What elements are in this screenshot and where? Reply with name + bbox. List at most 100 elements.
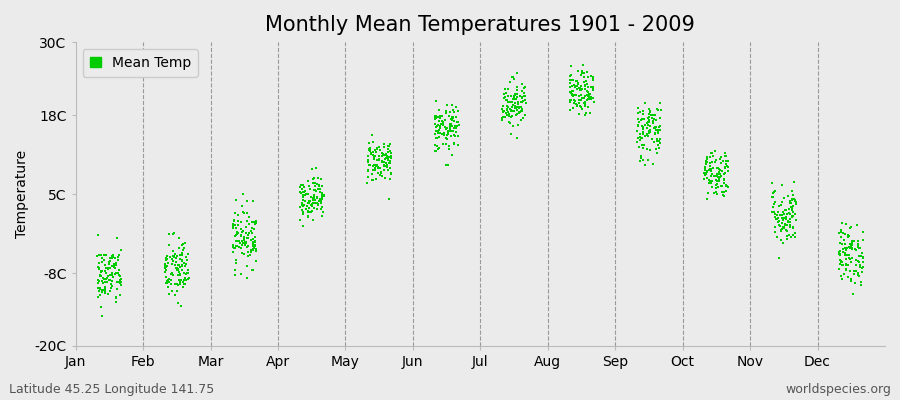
Point — [518, 100, 533, 106]
Point — [450, 123, 464, 129]
Point — [377, 141, 392, 147]
Point — [842, 233, 856, 239]
Point — [505, 99, 519, 106]
Point — [776, 240, 790, 246]
Point — [781, 218, 796, 224]
Point — [518, 85, 532, 91]
Point — [647, 125, 662, 132]
Point — [643, 109, 657, 115]
Point — [495, 103, 509, 109]
Point — [367, 156, 382, 162]
Point — [779, 211, 794, 217]
Point — [429, 122, 444, 129]
Point — [162, 291, 176, 297]
Point — [382, 175, 397, 182]
Point — [509, 96, 524, 103]
Point — [313, 186, 328, 192]
Point — [778, 227, 793, 234]
Point — [653, 123, 668, 129]
Point — [447, 140, 462, 146]
Point — [180, 269, 194, 276]
Point — [777, 211, 791, 218]
Point — [94, 304, 108, 310]
Point — [838, 230, 852, 237]
Point — [314, 194, 328, 201]
Point — [111, 257, 125, 263]
Point — [431, 114, 446, 121]
Point — [850, 270, 865, 276]
Point — [847, 238, 861, 244]
Point — [569, 92, 583, 98]
Point — [179, 270, 194, 277]
Point — [844, 246, 859, 253]
Point — [243, 228, 257, 234]
Point — [577, 95, 591, 101]
Point — [164, 276, 178, 283]
Point — [500, 104, 515, 110]
Point — [497, 108, 511, 114]
Point — [435, 113, 449, 119]
Point — [509, 87, 524, 94]
Point — [302, 183, 317, 190]
Point — [94, 289, 109, 296]
Point — [509, 70, 524, 76]
Point — [443, 128, 457, 134]
Point — [230, 212, 245, 218]
Point — [717, 176, 732, 182]
Point — [706, 153, 720, 159]
Point — [499, 109, 513, 116]
Point — [360, 180, 374, 186]
Point — [107, 261, 122, 268]
Point — [441, 131, 455, 138]
Point — [365, 177, 380, 184]
Point — [109, 260, 123, 266]
Point — [93, 272, 107, 278]
Point — [506, 96, 520, 102]
Point — [314, 198, 328, 204]
Point — [164, 270, 178, 277]
Point — [248, 243, 262, 249]
Point — [368, 162, 382, 168]
Point — [776, 223, 790, 230]
Point — [788, 201, 803, 208]
Point — [768, 199, 782, 206]
Point — [718, 152, 733, 159]
Point — [705, 171, 719, 178]
Point — [704, 166, 718, 172]
Point — [581, 90, 596, 97]
Point — [240, 242, 255, 249]
Point — [564, 77, 579, 83]
Point — [634, 155, 649, 161]
Point — [714, 154, 728, 160]
Point — [302, 204, 317, 211]
Point — [508, 102, 522, 109]
Point — [237, 234, 251, 240]
Point — [570, 101, 584, 108]
Point — [226, 244, 240, 250]
Point — [500, 109, 515, 115]
Point — [246, 236, 260, 243]
Point — [238, 224, 253, 230]
Point — [175, 252, 189, 258]
Point — [778, 207, 792, 214]
Point — [236, 191, 250, 198]
Point — [707, 158, 722, 165]
Point — [508, 105, 522, 111]
Point — [843, 275, 858, 282]
Point — [495, 117, 509, 123]
Point — [835, 259, 850, 265]
Point — [105, 270, 120, 276]
Point — [832, 248, 847, 254]
Point — [512, 104, 526, 111]
Point — [496, 114, 510, 120]
Point — [94, 252, 108, 258]
Point — [712, 176, 726, 183]
Point — [159, 263, 174, 269]
Point — [248, 258, 263, 264]
Point — [771, 208, 786, 215]
Point — [102, 276, 116, 283]
Point — [495, 108, 509, 114]
Point — [244, 237, 258, 244]
Point — [360, 174, 374, 180]
Point — [710, 172, 724, 178]
